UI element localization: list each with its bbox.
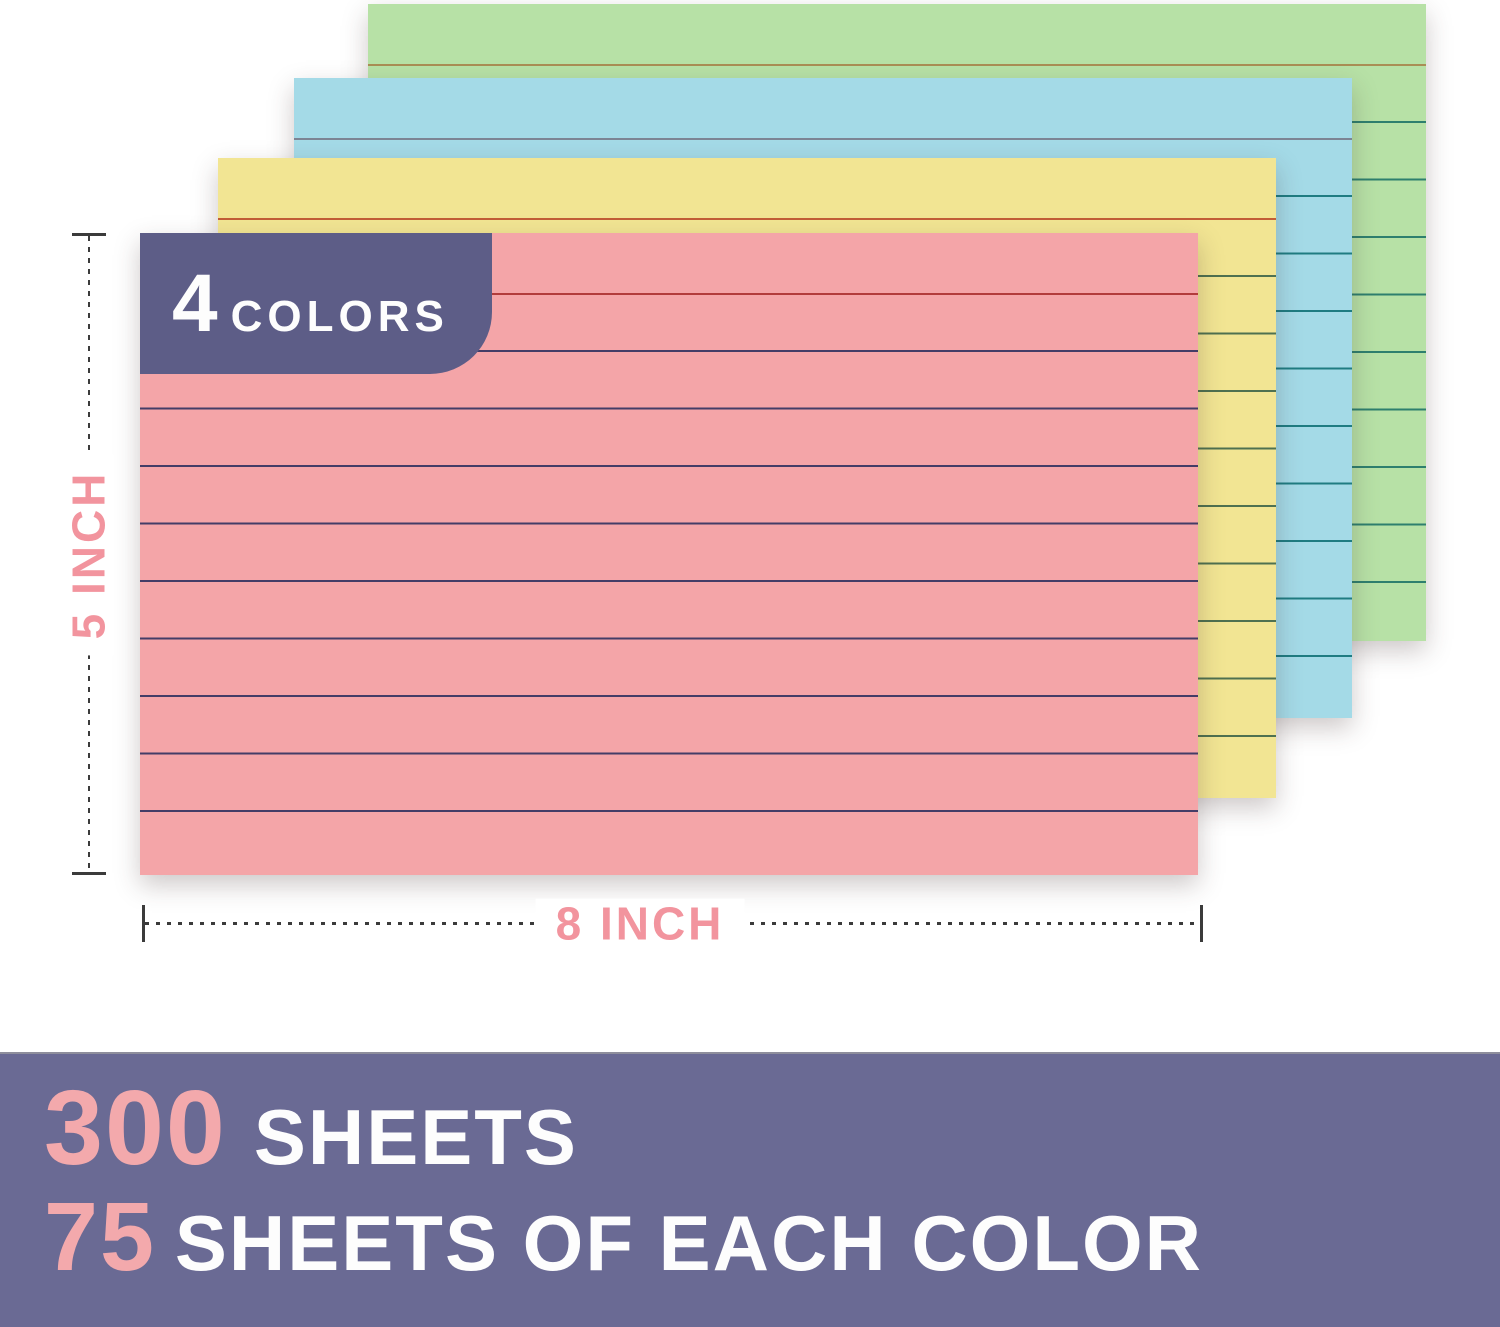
bottom-banner: 300 SHEETS 75 SHEETS OF EACH COLOR bbox=[0, 1052, 1500, 1327]
card-header-rule-line bbox=[368, 64, 1426, 66]
dimension-cap bbox=[72, 233, 106, 236]
badge-count: 4 bbox=[172, 258, 218, 349]
card-header-rule-line bbox=[140, 293, 1198, 295]
per-color-label: SHEETS OF EACH COLOR bbox=[174, 1199, 1203, 1287]
card-ruled-lines bbox=[140, 350, 1198, 812]
width-dimension-label: 8 INCH bbox=[535, 898, 745, 949]
per-color-count: 75 bbox=[44, 1182, 156, 1291]
badge-label: COLORS bbox=[230, 292, 449, 341]
height-dimension-label: 5 INCH bbox=[63, 454, 115, 656]
banner-line-2: 75 SHEETS OF EACH COLOR bbox=[44, 1188, 1500, 1285]
sheet-count-label: SHEETS bbox=[253, 1093, 578, 1181]
dimension-cap bbox=[142, 905, 145, 942]
badge-content: 4 COLORS bbox=[172, 263, 449, 345]
card-header-rule-line bbox=[218, 218, 1276, 220]
sheet-count: 300 bbox=[44, 1069, 227, 1187]
card-header-rule-line bbox=[294, 138, 1352, 140]
width-dimension-marker: 8 INCH bbox=[142, 898, 1203, 949]
dimension-cap bbox=[72, 872, 106, 875]
index-card-pink bbox=[140, 233, 1198, 875]
four-colors-badge: 4 COLORS bbox=[140, 233, 492, 374]
dimension-cap bbox=[1200, 905, 1203, 942]
banner-line-1: 300 SHEETS bbox=[44, 1075, 1500, 1181]
